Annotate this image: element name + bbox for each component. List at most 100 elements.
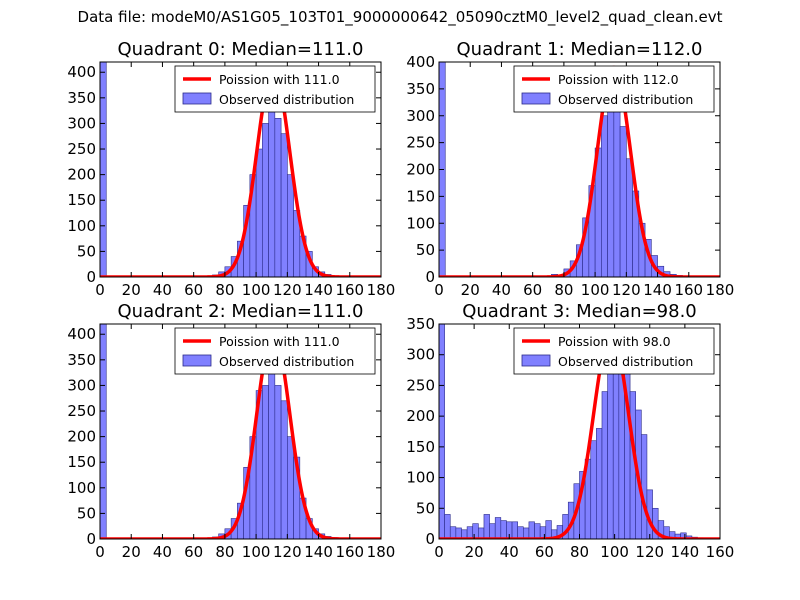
- legend-entry-observed: Observed distribution: [219, 354, 354, 369]
- x-tick-label: 100: [242, 281, 271, 299]
- figure-title: Data file: modeM0/AS1G05_103T01_90000006…: [77, 8, 723, 26]
- y-tick-label: 200: [67, 166, 96, 184]
- histogram-bar: [274, 385, 282, 539]
- x-tick-label: 160: [335, 543, 364, 561]
- histogram-bar: [280, 400, 288, 539]
- x-tick-label: 180: [706, 281, 735, 299]
- legend-bar-swatch: [182, 354, 212, 367]
- histogram-bar: [262, 123, 269, 277]
- y-tick-label: 150: [406, 438, 435, 456]
- histogram-bar: [449, 526, 457, 539]
- x-tick-label: 140: [643, 281, 672, 299]
- quadrant-title: Quadrant 0: Median=111.0: [118, 39, 364, 60]
- y-tick-label: 400: [67, 325, 96, 343]
- histogram-bar: [280, 133, 288, 277]
- y-tick-label: 200: [406, 407, 435, 425]
- legend-entry-poisson: Poission with 111.0: [219, 72, 340, 87]
- x-tick-label: 120: [273, 281, 302, 299]
- legend: Poission with 112.0 Observed distribution: [513, 65, 715, 113]
- histogram-bar: [601, 115, 608, 277]
- histogram-bar: [612, 372, 620, 539]
- x-tick-label: 80: [570, 543, 589, 561]
- x-tick-label: 20: [122, 543, 141, 561]
- legend-entry-observed: Observed distribution: [558, 92, 693, 107]
- histogram-bar: [483, 514, 490, 539]
- x-tick-label: 20: [122, 281, 141, 299]
- x-tick-label: 120: [612, 281, 641, 299]
- quadrant-title: Quadrant 3: Median=98.0: [462, 301, 697, 322]
- histogram-bar: [489, 523, 496, 539]
- quadrant-1-chart: 0 20 40 60 80 100 120 140 160 1800501001502002503…: [406, 39, 734, 299]
- y-tick-label: 150: [67, 453, 96, 471]
- y-tick-label: 300: [67, 114, 96, 132]
- x-tick-label: 160: [674, 281, 703, 299]
- histogram-bar: [534, 523, 541, 539]
- y-tick-label: 100: [406, 469, 435, 487]
- x-tick-label: 140: [304, 543, 333, 561]
- legend-entry-poisson: Poission with 112.0: [558, 72, 679, 87]
- y-tick-label: 250: [67, 140, 96, 158]
- x-tick-label: 160: [335, 281, 364, 299]
- x-tick-label: 40: [500, 543, 519, 561]
- y-tick-label: 400: [67, 63, 96, 81]
- legend-entry-poisson: Poission with 111.0: [219, 334, 340, 349]
- x-tick-label: 80: [215, 543, 234, 561]
- quadrant-title: Quadrant 2: Median=111.0: [118, 301, 364, 322]
- histogram-bar: [494, 517, 502, 539]
- histogram-bar: [613, 93, 621, 277]
- histogram-bar: [100, 62, 107, 277]
- x-tick-label: 160: [706, 543, 735, 561]
- histogram-bar: [626, 158, 633, 277]
- legend-entry-observed: Observed distribution: [219, 92, 354, 107]
- histogram-bar: [500, 520, 507, 539]
- y-tick-label: 50: [77, 242, 96, 260]
- x-tick-label: 60: [184, 281, 203, 299]
- y-tick-label: 200: [67, 428, 96, 446]
- histogram-bar: [274, 118, 282, 277]
- legend-bar-swatch: [521, 354, 551, 367]
- x-tick-label: 60: [523, 281, 542, 299]
- y-tick-label: 250: [406, 376, 435, 394]
- y-tick-label: 300: [406, 107, 435, 125]
- y-tick-label: 150: [406, 187, 435, 205]
- x-tick-label: 80: [554, 281, 573, 299]
- histogram-bar: [607, 88, 615, 277]
- histogram-bar: [517, 526, 524, 539]
- y-tick-label: 350: [406, 80, 435, 98]
- y-tick-label: 0: [86, 530, 96, 548]
- x-tick-label: 80: [215, 281, 234, 299]
- quadrant-2-chart: 0 20 40 60 80 100 120 140 160 1800501001502002503…: [67, 301, 395, 561]
- x-tick-label: 120: [273, 543, 302, 561]
- x-tick-label: 40: [492, 281, 511, 299]
- histogram-bar: [268, 102, 276, 277]
- x-tick-label: 20: [465, 543, 484, 561]
- histogram-bar: [444, 514, 451, 539]
- y-tick-label: 100: [67, 479, 96, 497]
- histogram-bar: [287, 436, 294, 539]
- histogram-bar: [601, 391, 608, 539]
- x-tick-label: 60: [184, 543, 203, 561]
- histogram-bar: [596, 428, 603, 539]
- y-tick-label: 50: [416, 241, 435, 259]
- y-tick-label: 250: [67, 402, 96, 420]
- legend-bar-swatch: [182, 92, 212, 105]
- histogram-bar: [641, 434, 648, 539]
- x-tick-label: 40: [153, 543, 172, 561]
- x-tick-label: 100: [600, 543, 629, 561]
- y-tick-label: 350: [406, 315, 435, 333]
- x-tick-label: 0: [95, 281, 105, 299]
- legend-entry-observed: Observed distribution: [558, 354, 693, 369]
- axes-frame: [99, 323, 382, 540]
- histogram-bar: [466, 526, 474, 539]
- x-tick-label: 140: [304, 281, 333, 299]
- x-tick-label: 100: [581, 281, 610, 299]
- histogram-bar: [511, 521, 518, 539]
- histogram-bar: [439, 324, 445, 539]
- x-tick-label: 20: [461, 281, 480, 299]
- y-tick-label: 350: [67, 351, 96, 369]
- histogram-bar: [528, 521, 535, 539]
- quadrant-3-chart: 0 20 40 60 80 100 120 140 160 0 50 100 150 200 250 300 3…: [406, 301, 734, 561]
- x-tick-label: 120: [635, 543, 664, 561]
- histogram-bar: [268, 369, 276, 539]
